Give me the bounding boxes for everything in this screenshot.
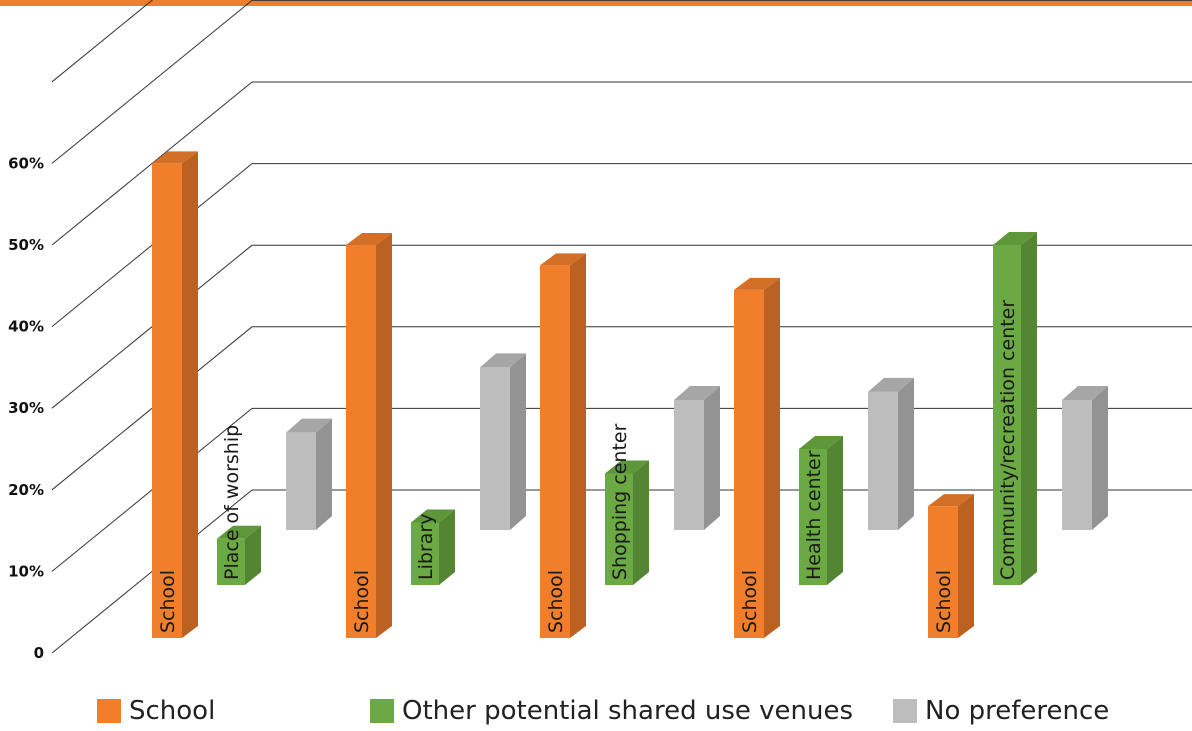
bar-none (674, 386, 720, 530)
bar-front (605, 473, 633, 585)
bar-side (245, 525, 261, 585)
bar-side (1092, 386, 1108, 530)
bar-school: School (540, 253, 586, 638)
bar-top (152, 151, 198, 164)
bar-side (439, 509, 455, 585)
bar-front (411, 522, 439, 585)
bar-label: School (739, 570, 761, 633)
bar-top (868, 377, 914, 392)
y-tick-label: 0 (34, 644, 44, 662)
bar-other: Library (411, 509, 455, 585)
bar-front (993, 245, 1021, 585)
bar-front (868, 391, 898, 530)
bar-label: School (157, 570, 179, 633)
bar-side (958, 494, 974, 638)
y-tick-label: 60% (8, 154, 44, 172)
bar-side (827, 436, 843, 585)
bar-top (799, 436, 843, 449)
bar-other: Shopping center (605, 423, 649, 585)
bar-label: School (545, 570, 567, 633)
bar-label: Community/recreation center (997, 300, 1019, 580)
y-tick-label: 40% (8, 318, 44, 336)
bar-top (993, 232, 1037, 245)
bar-label: School (351, 570, 373, 633)
bar-other: Health center (799, 436, 843, 585)
grid-diagonal (51, 0, 154, 83)
bar-top (346, 233, 392, 245)
bar-label: Shopping center (609, 423, 631, 580)
bar-front (928, 506, 958, 638)
bar-top (217, 525, 261, 539)
bar-label: Library (415, 514, 437, 580)
bar-front (217, 538, 245, 585)
bar-top (411, 509, 455, 523)
bar-top (734, 277, 780, 290)
bar-side (182, 151, 198, 638)
bar-school: School (734, 277, 780, 638)
bar-front (152, 163, 182, 638)
y-tick-label: 10% (8, 562, 44, 580)
bar-side (704, 386, 720, 530)
bar-label: Place of worship (221, 425, 243, 580)
y-tick-label: 50% (8, 236, 44, 254)
bar-front (540, 265, 570, 638)
bar-top (605, 460, 649, 474)
bar-label: School (933, 570, 955, 633)
bar-other: Community/recreation center (993, 232, 1037, 585)
bar-side (764, 277, 780, 638)
bar-top (480, 353, 526, 368)
bar-side (1021, 232, 1037, 585)
y-tick-label: 20% (8, 481, 44, 499)
bar-none (868, 377, 914, 530)
bar-none (480, 353, 526, 530)
bar-top (1062, 386, 1108, 401)
bar-school: School (928, 494, 974, 638)
bar-front (734, 289, 764, 638)
bar-side (898, 377, 914, 530)
bar-front (799, 449, 827, 585)
bar-front (286, 432, 316, 530)
bar-front (1062, 400, 1092, 530)
bar-label: Health center (803, 450, 825, 580)
bar-front (674, 400, 704, 530)
bar-top (286, 418, 332, 433)
bar-school: School (152, 151, 198, 638)
bar-none (286, 418, 332, 530)
bar-side (376, 233, 392, 638)
chart-bars: School Place of worship School Library Schoo… (152, 151, 1108, 638)
bar-front (346, 245, 376, 638)
bar-top (674, 386, 720, 401)
y-axis-ticks: 0 10% 20% 30% 40% 50% 60% (8, 154, 44, 662)
bar-front (480, 367, 510, 530)
bar-side (570, 253, 586, 638)
bar-side (633, 460, 649, 585)
grid-diagonal (51, 0, 253, 164)
bar-school: School (346, 233, 392, 638)
y-tick-label: 30% (8, 399, 44, 417)
bar-top (540, 253, 586, 266)
top-accent-rule (0, 0, 1192, 6)
bar-side (316, 418, 332, 530)
bar-top (928, 494, 974, 507)
bar-side (510, 353, 526, 530)
bar-other: Place of worship (217, 425, 261, 585)
bar-none (1062, 386, 1108, 530)
